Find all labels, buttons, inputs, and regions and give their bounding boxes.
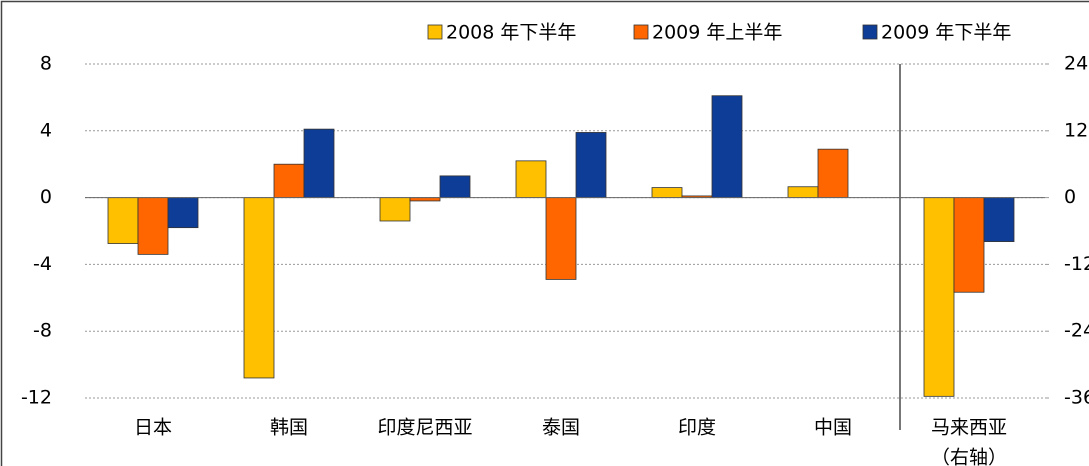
y-tick-label: 4 <box>40 119 52 141</box>
bar <box>107 197 139 244</box>
bar <box>787 186 819 198</box>
y-tick-label: 0 <box>40 186 52 208</box>
x-tick-label: 印度尼西亚 <box>377 417 472 439</box>
bar <box>575 132 607 198</box>
y-tick-label: -8 <box>33 320 52 342</box>
y-tick-label: 8 <box>40 53 52 75</box>
bar <box>409 197 441 202</box>
y-tick-label: -4 <box>33 253 52 275</box>
y2-tick-label: -12 <box>1064 253 1089 275</box>
bar <box>817 148 849 198</box>
bar <box>243 197 275 379</box>
y2-tick-label: 0 <box>1064 186 1076 208</box>
x-tick-label: 日本 <box>134 417 172 439</box>
bar <box>137 197 169 255</box>
bar <box>439 175 471 198</box>
x-tick-label: 韩国 <box>270 417 308 439</box>
bar <box>303 128 335 199</box>
legend-label: 2008 年下半年 <box>446 22 576 44</box>
legend-label: 2009 年下半年 <box>881 22 1011 44</box>
bar <box>379 197 411 222</box>
bar <box>651 187 683 199</box>
bar <box>273 163 305 198</box>
legend-swatch <box>427 24 443 40</box>
x-tick-label: 印度 <box>678 417 716 439</box>
legend-swatch <box>862 24 878 40</box>
x-tick-label: 中国 <box>814 417 852 439</box>
y2-tick-label: 24 <box>1064 53 1088 75</box>
y-tick-label: -12 <box>21 387 52 409</box>
x-tick-label: 泰国 <box>542 417 580 439</box>
y2-tick-label: 12 <box>1064 119 1088 141</box>
bar <box>983 197 1015 242</box>
bar <box>515 160 547 199</box>
axis-note: （右轴） <box>931 447 1007 466</box>
legend-label: 2009 年上半年 <box>652 22 782 44</box>
bar <box>923 197 955 397</box>
y2-tick-label: -36 <box>1064 387 1089 409</box>
legend-swatch <box>633 24 649 40</box>
bar <box>711 95 743 199</box>
bar <box>953 197 985 293</box>
y2-tick-label: -24 <box>1064 320 1089 342</box>
bar <box>545 197 577 280</box>
bar <box>167 197 199 229</box>
x-tick-label: 马来西亚 <box>931 417 1007 439</box>
